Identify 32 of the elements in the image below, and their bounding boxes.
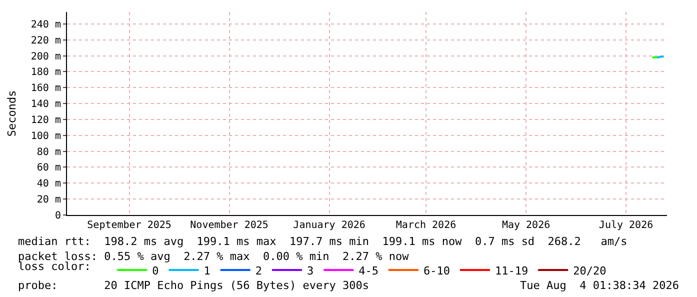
y-tick-label: 180 m — [30, 67, 61, 78]
y-tick-label: 140 m — [30, 99, 61, 110]
legend-label: 0 — [152, 264, 159, 278]
y-tick-label: 160 m — [30, 83, 61, 94]
y-tick-label: 200 m — [30, 51, 61, 62]
legend-label: 4-5 — [358, 264, 378, 278]
x-tick-label: March 2026 — [396, 220, 456, 231]
x-tick-label: July 2026 — [598, 220, 654, 231]
legend-label: 3 — [306, 264, 314, 278]
x-tick-label: May 2026 — [502, 220, 550, 231]
text: packet loss: 0.55 % avg 2.27 % max 0.00 % min 2.27 % now — [18, 250, 410, 263]
x-tick-label: January 2026 — [293, 220, 366, 231]
x-tick-label: September 2025 — [87, 220, 172, 231]
y-tick-label: 20 m — [36, 194, 61, 206]
legend-label: 1 — [204, 264, 210, 278]
text: probe: 20 ICMP Echo Pings (56 Bytes) every 300s — [18, 279, 369, 292]
legend-label: 6-10 — [423, 264, 450, 278]
legend-label: 20/20 — [573, 264, 606, 278]
legend-label: 11-19 — [494, 264, 528, 278]
y-tick-label: 0 — [54, 210, 61, 222]
y-tick-label: 60 m — [36, 162, 61, 174]
y-tick-label: 80 m — [36, 146, 61, 158]
y-tick-label: 220 m — [30, 35, 61, 46]
y-tick-label: 240 m — [30, 19, 61, 30]
text: Tue Aug 4 01:38:34 2026 — [520, 279, 679, 292]
y-tick-label: 100 m — [30, 130, 61, 142]
y-tick-label: 40 m — [36, 178, 61, 190]
y-axis-title: Seconds — [6, 90, 19, 137]
y-tick-label: 120 m — [30, 114, 61, 126]
x-tick-label: November 2025 — [190, 220, 268, 231]
legend-label: 2 — [255, 264, 262, 278]
text: median rtt: 198.2 ms avg 199.1 ms max 197.7 ms min 199.1 ms now 0.7 ms sd 268.2 am/s — [18, 235, 628, 248]
